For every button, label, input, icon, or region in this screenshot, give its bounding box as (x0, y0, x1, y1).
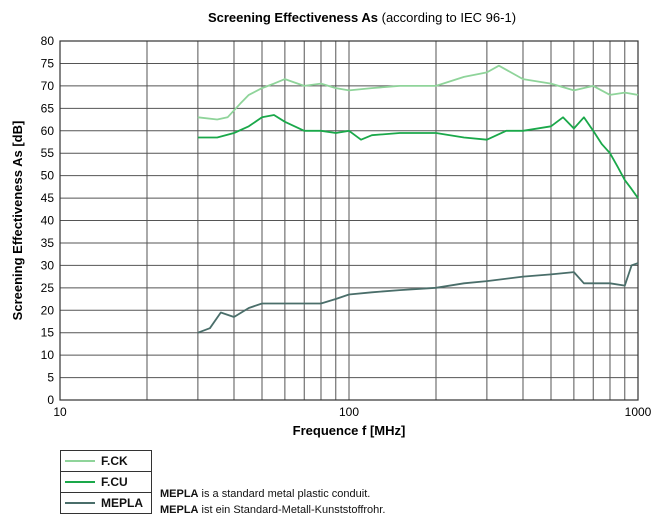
legend-item-fcu: F.CU (61, 472, 151, 493)
y-tick-label: 75 (41, 56, 55, 70)
x-axis-label: Frequence f [MHz] (293, 423, 406, 438)
series-line-f-ck (197, 64, 639, 121)
y-tick-label: 30 (41, 258, 55, 272)
x-tick-label: 100 (339, 405, 359, 419)
legend-swatch (65, 481, 95, 483)
legend-swatch (65, 460, 95, 462)
legend-item-fck: F.CK (61, 451, 151, 472)
axes: 0 5 10 15 20 25 30 35 40 45 50 55 60 65 70 75 80 10 100 100… (41, 34, 652, 419)
note-german: MEPLA ist ein Standard-Metall-Kunststoff… (160, 504, 386, 516)
y-tick-label: 70 (41, 79, 55, 93)
series-line-mepla (197, 262, 639, 334)
y-tick-label: 80 (41, 34, 55, 48)
y-tick-label: 25 (41, 281, 55, 295)
y-tick-label: 20 (41, 303, 55, 317)
plot-frame (59, 40, 639, 401)
grid (59, 40, 639, 401)
legend-label: F.CU (101, 475, 128, 489)
series-lines (197, 64, 639, 334)
legend-item-mepla: MEPLA (61, 493, 151, 513)
x-tick-label: 10 (53, 405, 67, 419)
y-tick-label: 65 (41, 101, 55, 115)
y-tick-label: 35 (41, 236, 55, 250)
legend: F.CK F.CU MEPLA (60, 450, 152, 514)
y-tick-label: 50 (41, 169, 55, 183)
legend-label: MEPLA (101, 496, 143, 510)
y-tick-label: 60 (41, 124, 55, 138)
x-tick-label: 1000 (625, 405, 652, 419)
note-english: MEPLA is a standard metal plastic condui… (160, 488, 371, 500)
y-tick-label: 15 (41, 326, 55, 340)
y-tick-label: 5 (47, 371, 54, 385)
y-tick-label: 55 (41, 146, 55, 160)
legend-label: F.CK (101, 454, 128, 468)
y-tick-label: 10 (41, 348, 55, 362)
y-tick-label: 0 (47, 393, 54, 407)
legend-swatch (65, 502, 95, 504)
y-tick-label: 45 (41, 191, 55, 205)
y-tick-label: 40 (41, 214, 55, 228)
series-line-f-cu (197, 114, 639, 199)
chart-title: Screening Effectiveness As (according to… (208, 10, 516, 25)
y-axis-label: Screening Effectiveness As [dB] (10, 121, 25, 321)
